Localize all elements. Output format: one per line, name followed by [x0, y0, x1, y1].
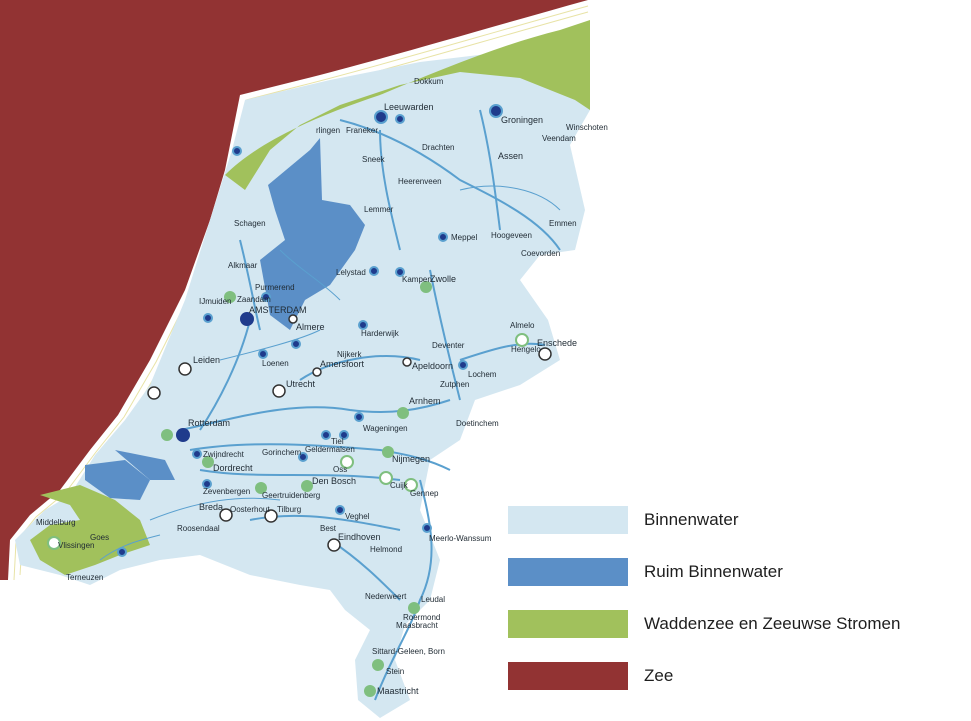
legend-label: Waddenzee en Zeeuwse Stromen — [644, 614, 901, 633]
label-tiel: Tiel — [331, 437, 344, 446]
delta-ruim — [115, 450, 175, 480]
label-nijkerk: Nijkerk — [337, 350, 362, 359]
legend-item-waddenzee: Waddenzee en Zeeuwse Stromen — [508, 598, 900, 650]
legend-swatch — [508, 506, 628, 534]
label-alkmaar: Alkmaar — [228, 261, 258, 270]
label-heerenveen: Heerenveen — [398, 177, 442, 186]
label-stein: Stein — [386, 667, 404, 676]
city-markers — [47, 104, 552, 697]
label-ijmuiden: IJmuiden — [199, 297, 231, 306]
label-zwolle: Zwolle — [430, 274, 456, 284]
label-meerlo: Meerlo-Wanssum — [429, 534, 492, 543]
label-zevenbergen: Zevenbergen — [203, 487, 250, 496]
label-dokkum: Dokkum — [414, 77, 444, 86]
label-leeuwarden: Leeuwarden — [384, 102, 434, 112]
label-coevorden: Coevorden — [521, 249, 560, 258]
label-lelystad: Lelystad — [336, 268, 366, 277]
label-roosendaal: Roosendaal — [177, 524, 220, 533]
label-wageningen: Wageningen — [363, 424, 408, 433]
label-cuijk: Cuijk — [390, 481, 409, 490]
label-geldermalsen: Geldermalsen — [305, 445, 355, 454]
label-maasbracht: Maasbracht — [396, 621, 439, 630]
label-leiden: Leiden — [193, 355, 220, 365]
label-veghel: Veghel — [345, 512, 370, 521]
label-nederweert: Nederweert — [365, 592, 407, 601]
label-purmerend: Purmerend — [255, 283, 295, 292]
legend-item-binnenwater: Binnenwater — [508, 494, 900, 546]
label-gennep: Gennep — [410, 489, 439, 498]
label-almere: Almere — [296, 322, 325, 332]
label-utrecht: Utrecht — [286, 379, 316, 389]
label-middelburg: Middelburg — [36, 518, 76, 527]
legend-item-ruim-binnenwater: Ruim Binnenwater — [508, 546, 900, 598]
label-terneuzen: Terneuzen — [66, 573, 103, 582]
label-veendam: Veendam — [542, 134, 576, 143]
map-legend: Binnenwater Ruim Binnenwater Waddenzee e… — [508, 494, 900, 702]
label-leudal: Leudal — [421, 595, 445, 604]
label-lochem: Lochem — [468, 370, 497, 379]
label-emmen: Emmen — [549, 219, 577, 228]
label-tilburg: Tilburg — [277, 505, 301, 514]
label-sittard: Sittard-Geleen, Born — [372, 647, 445, 656]
label-roermond: Roermond — [403, 613, 440, 622]
label-oss: Oss — [333, 465, 347, 474]
label-vlissingen: Vlissingen — [58, 541, 94, 550]
label-best: Best — [320, 524, 337, 533]
label-assen: Assen — [498, 151, 523, 161]
label-kampen: Kampen — [402, 275, 432, 284]
label-den-bosch: Den Bosch — [312, 476, 356, 486]
label-zaandam: Zaandam — [237, 295, 271, 304]
coastline-stripe — [13, 5, 589, 581]
label-goes: Goes — [90, 533, 109, 542]
label-dordrecht: Dordrecht — [213, 463, 253, 473]
label-gorinchem: Gorinchem — [262, 448, 301, 457]
label-schagen: Schagen — [234, 219, 266, 228]
label-zwijndrecht: Zwijndrecht — [203, 450, 245, 459]
label-sneek: Sneek — [362, 155, 386, 164]
label-groningen: Groningen — [501, 115, 543, 125]
delta-ruim — [85, 460, 150, 500]
label-doetinchem: Doetinchem — [456, 419, 499, 428]
label-arnhem: Arnhem — [409, 396, 441, 406]
land-area — [15, 50, 590, 718]
label-meppel: Meppel — [451, 233, 477, 242]
sea-area — [0, 0, 588, 580]
label-almelo: Almelo — [510, 321, 535, 330]
label-harlingen: rlingen — [316, 126, 340, 135]
label-enschede: Enschede — [537, 338, 577, 348]
label-maastricht: Maastricht — [377, 686, 419, 696]
label-amersfoort: Amersfoort — [320, 359, 365, 369]
legend-swatch — [508, 558, 628, 586]
city-labels: Dokkum Leeuwarden Groningen Winschoten V… — [36, 77, 608, 696]
label-loenen: Loenen — [262, 359, 289, 368]
legend-label: Ruim Binnenwater — [644, 562, 783, 581]
label-helmond: Helmond — [370, 545, 402, 554]
label-breda: Breda — [199, 502, 223, 512]
label-rotterdam: Rotterdam — [188, 418, 230, 428]
legend-label: Zee — [644, 666, 674, 685]
label-franeker: Franeker — [346, 126, 378, 135]
legend-swatch — [508, 662, 628, 690]
legend-item-zee: Zee — [508, 650, 900, 702]
label-nijmegen: Nijmegen — [392, 454, 430, 464]
label-amsterdam: AMSTERDAM — [249, 305, 307, 315]
label-drachten: Drachten — [422, 143, 454, 152]
ijsselmeer-area — [260, 138, 365, 330]
label-oosterhout: Oosterhout — [230, 505, 270, 514]
label-deventer: Deventer — [432, 341, 465, 350]
label-zutphen: Zutphen — [440, 380, 469, 389]
label-hengelo: Hengelo — [511, 345, 541, 354]
label-harderwijk: Harderwijk — [361, 329, 400, 338]
legend-swatch — [508, 610, 628, 638]
label-lemmer: Lemmer — [364, 205, 394, 214]
label-geertruidenberg: Geertruidenberg — [262, 491, 320, 500]
rivers — [99, 185, 561, 561]
label-eindhoven: Eindhoven — [338, 532, 381, 542]
label-hoogeveen: Hoogeveen — [491, 231, 532, 240]
wadden-area — [225, 20, 590, 190]
label-apeldoorn: Apeldoorn — [412, 361, 453, 371]
label-winschoten: Winschoten — [566, 123, 608, 132]
legend-label: Binnenwater — [644, 510, 739, 529]
